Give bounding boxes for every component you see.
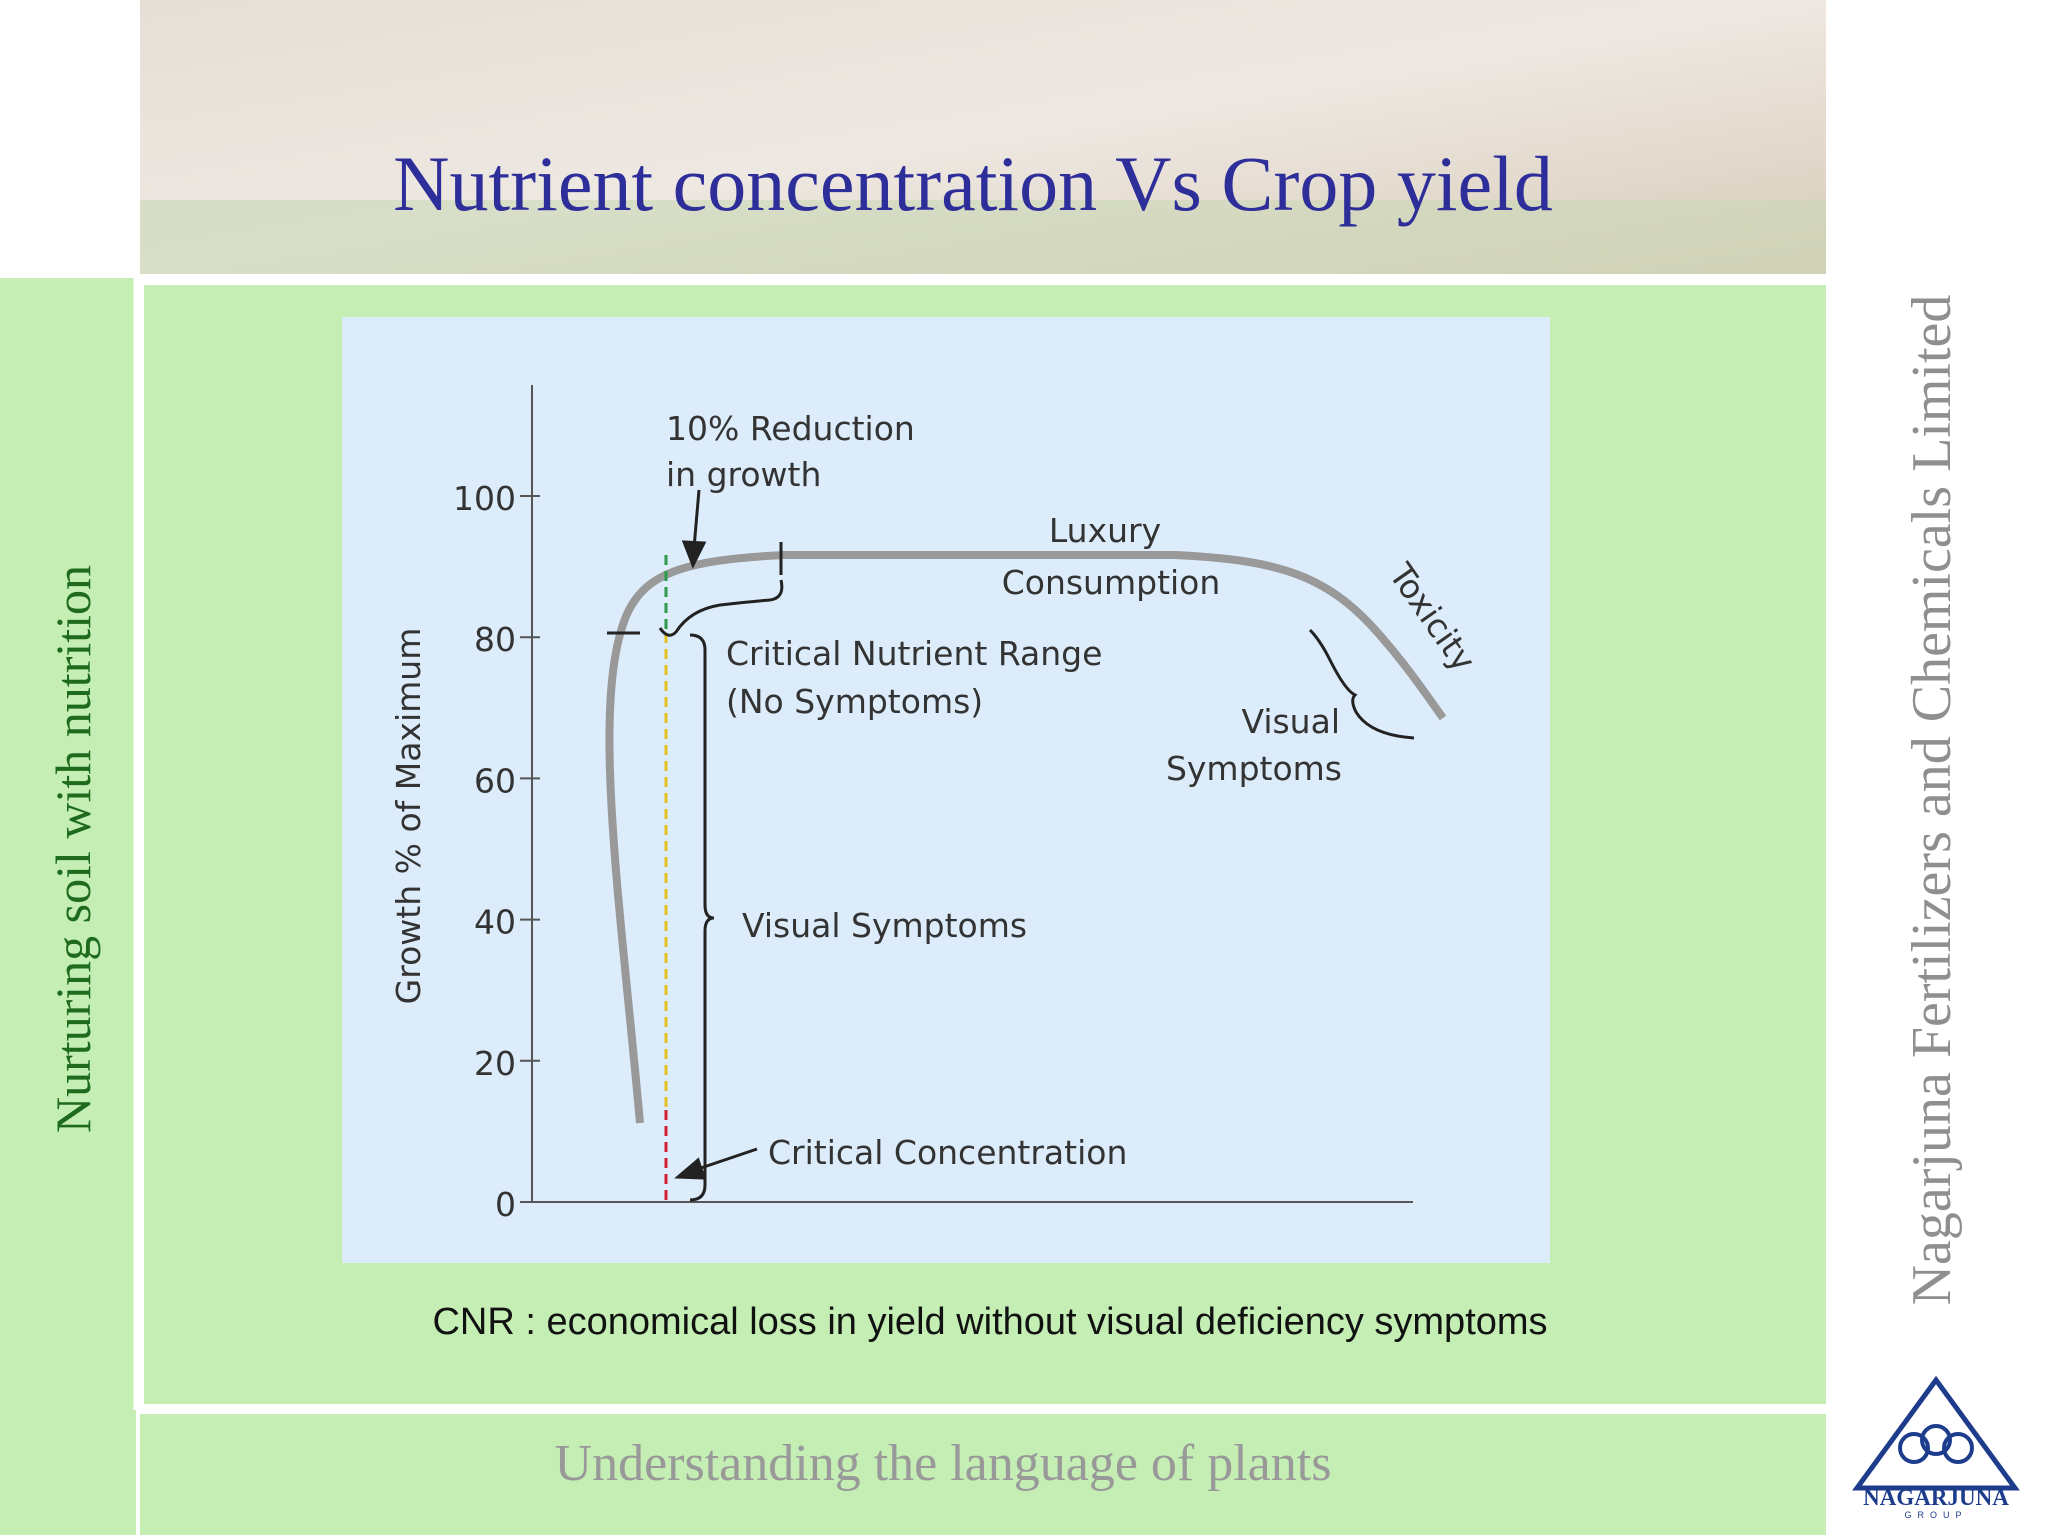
company-text: Nagarjuna Fertilizers and Chemicals Limi… — [1901, 295, 1963, 1306]
logo: NAGARJUNA GROUP — [1852, 1375, 2020, 1520]
annotation: Consumption — [1002, 563, 1221, 602]
annotation: (No Symptoms) — [726, 682, 983, 721]
y-tick-label: 20 — [474, 1044, 516, 1083]
footer-band — [140, 1414, 1826, 1535]
y-axis-title: Growth % of Maximum — [389, 628, 428, 1005]
left-sidebar — [0, 278, 136, 1535]
y-tick-label: 0 — [495, 1185, 516, 1224]
curve — [605, 551, 1447, 1124]
annotation: Visual — [1241, 702, 1340, 741]
banner-trees — [140, 200, 1826, 274]
annotation: Critical Concentration — [768, 1133, 1127, 1172]
note: CNR : economical loss in yield without v… — [432, 1301, 1547, 1343]
diagram: Growth % of Maximum 10% Reduction in gro… — [389, 385, 1483, 1224]
diagram-box — [342, 317, 1550, 1263]
y-tick-label: 60 — [474, 761, 516, 800]
y-tick-label: 40 — [474, 903, 516, 942]
annotation: 10% Reduction — [666, 409, 915, 448]
logo-sub: GROUP — [1904, 1510, 1967, 1520]
y-tick-label: 100 — [453, 479, 516, 518]
footer-text: Understanding the language of plants — [555, 1435, 1332, 1492]
annotation: Visual Symptoms — [742, 906, 1027, 945]
y-tick-label: 80 — [474, 620, 516, 659]
title: Nutrient concentration Vs Crop yield — [393, 140, 1553, 227]
annotation: Critical Nutrient Range — [726, 634, 1102, 673]
sidebar-text: Nurturing soil with nutrition — [45, 565, 101, 1133]
logo-name: NAGARJUNA — [1863, 1485, 2009, 1510]
braces — [607, 542, 1415, 1202]
annotation: Luxury — [1049, 511, 1161, 550]
arrows — [674, 489, 758, 1180]
annotation: in growth — [666, 455, 821, 494]
annotation: Symptoms — [1166, 749, 1342, 788]
